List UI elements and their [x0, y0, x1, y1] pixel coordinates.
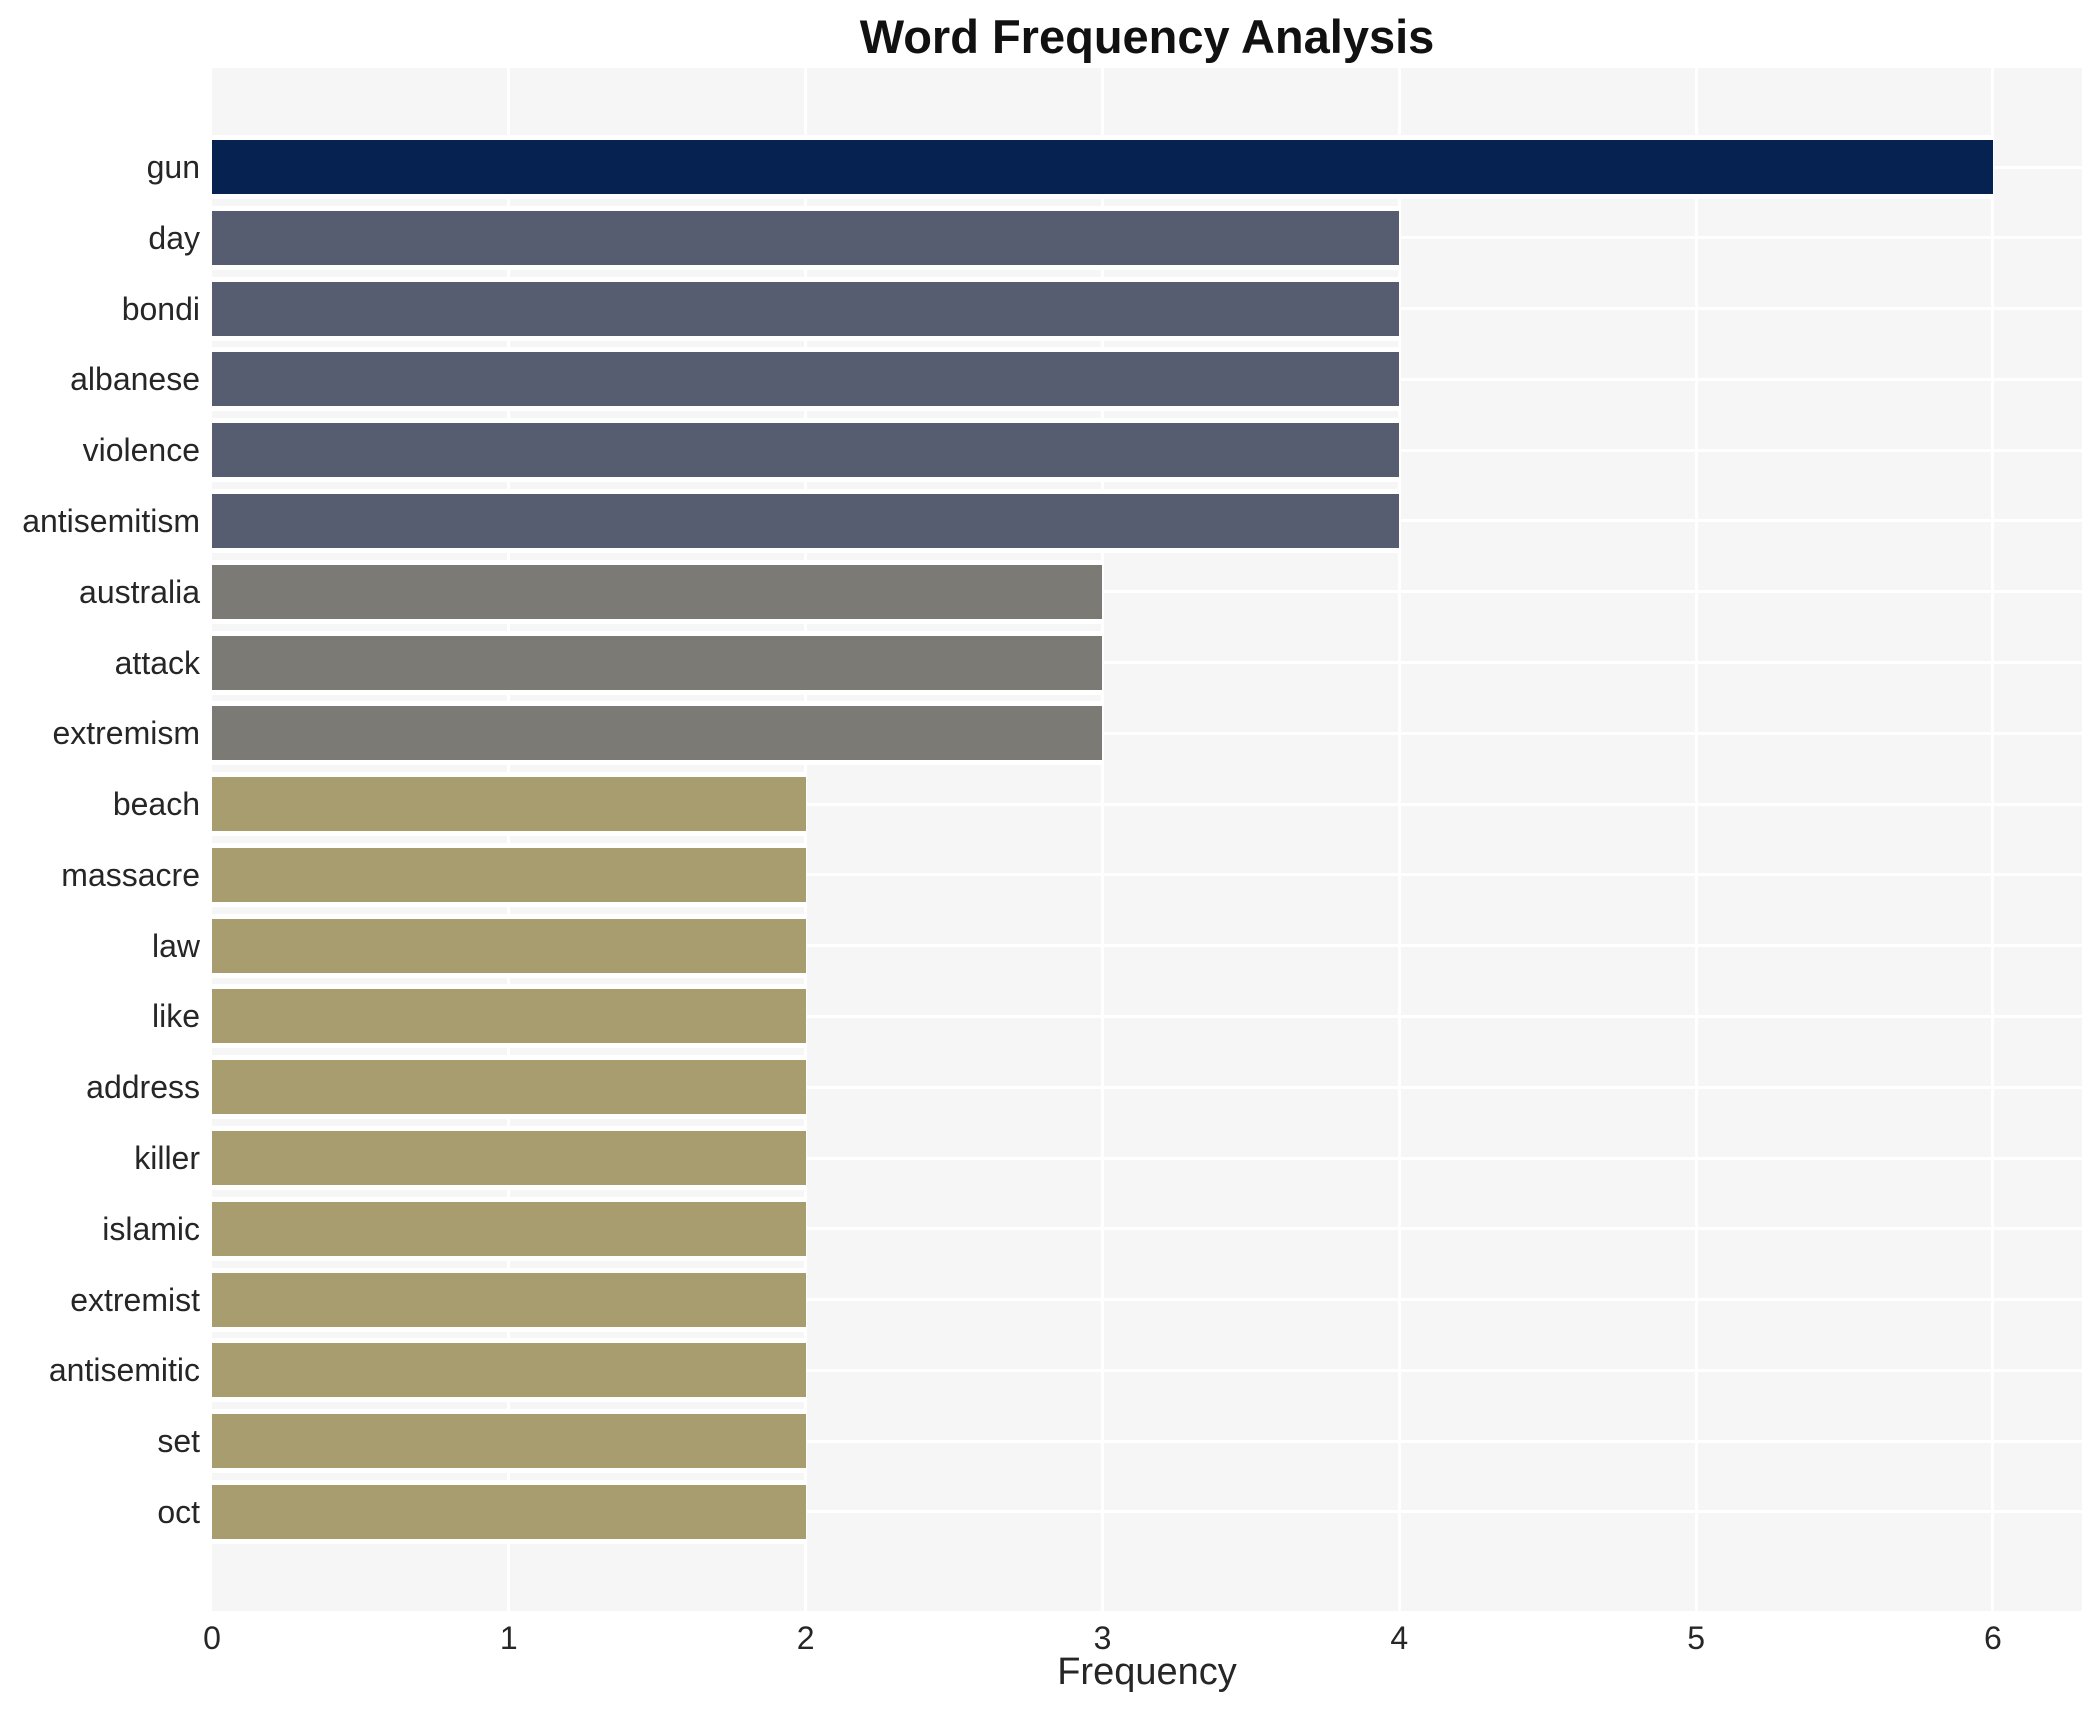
y-tick-label: antisemitic	[48, 1352, 200, 1389]
gridline-horizontal	[212, 1085, 2082, 1089]
x-tick-label: 3	[1093, 1620, 1112, 1656]
x-tick-label: 5	[1687, 1620, 1706, 1656]
y-tick-label: day	[148, 219, 200, 256]
bar-violence	[212, 418, 1400, 483]
y-tick-label: antisemitism	[22, 502, 200, 539]
y-tick-label: extremism	[52, 715, 200, 752]
bar-islamic	[212, 1196, 806, 1261]
y-tick-label: set	[157, 1423, 200, 1460]
y-tick-label: law	[151, 927, 200, 964]
bar-like	[212, 984, 806, 1049]
y-tick-label: address	[86, 1069, 200, 1106]
bar-address	[212, 1055, 806, 1120]
gridline-horizontal	[212, 1227, 2082, 1231]
bar-antisemitic	[212, 1338, 806, 1403]
gridline-horizontal	[212, 590, 2082, 594]
gridline-vertical	[1397, 68, 1401, 1611]
bar-albanese	[212, 347, 1400, 412]
gridline-horizontal	[212, 802, 2082, 806]
bar-australia	[212, 559, 1103, 624]
x-tick-label: 0	[203, 1620, 221, 1656]
x-axis-title: Frequency	[1057, 1651, 1237, 1693]
x-tick-label: 6	[1984, 1620, 2002, 1656]
x-tick-label: 2	[796, 1620, 815, 1656]
gridline-vertical	[1694, 68, 1698, 1611]
bar-massacre	[212, 842, 806, 907]
x-tick-label: 1	[499, 1620, 518, 1656]
gridline-horizontal	[212, 944, 2082, 948]
bar-set	[212, 1409, 806, 1474]
plot-area	[212, 68, 2082, 1611]
gridline-vertical	[1991, 68, 1995, 1611]
bar-killer	[212, 1126, 806, 1190]
bar-extremist	[212, 1267, 806, 1332]
bar-law	[212, 913, 806, 978]
chart-title: Word Frequency Analysis	[859, 10, 1435, 63]
bar-bondi	[212, 276, 1400, 341]
y-tick-label: killer	[134, 1140, 200, 1176]
gridline-horizontal	[212, 1510, 2082, 1514]
bar-oct	[212, 1479, 806, 1544]
gridline-vertical	[1100, 68, 1104, 1611]
y-tick-label: massacre	[61, 856, 200, 893]
bar-antisemitism	[212, 488, 1400, 553]
y-tick-label: australia	[79, 573, 200, 610]
y-tick-label: oct	[157, 1493, 200, 1530]
y-tick-label: violence	[82, 432, 200, 469]
y-tick-label: beach	[112, 786, 200, 823]
gridline-horizontal	[212, 873, 2082, 877]
bar-beach	[212, 772, 806, 837]
y-tick-label: extremist	[70, 1281, 200, 1318]
x-tick-label: 4	[1390, 1620, 1409, 1656]
gridline-horizontal	[212, 1439, 2082, 1443]
bar-extremism	[212, 701, 1103, 766]
y-tick-label: attack	[114, 644, 200, 681]
y-tick-label: islamic	[102, 1210, 200, 1247]
gridline-vertical	[804, 68, 808, 1611]
y-tick-label: like	[151, 998, 200, 1035]
bar-day	[212, 205, 1400, 270]
gridline-horizontal	[212, 1298, 2082, 1302]
bar-gun	[212, 135, 1993, 200]
gridline-vertical	[507, 68, 511, 1611]
bar-attack	[212, 630, 1103, 695]
gridline-horizontal	[212, 731, 2082, 735]
y-tick-label: bondi	[121, 290, 200, 327]
gridline-horizontal	[212, 1014, 2082, 1018]
y-tick-label: albanese	[70, 361, 200, 398]
gridline-horizontal	[212, 1156, 2082, 1160]
gridline-horizontal	[212, 661, 2082, 665]
y-tick-label: gun	[146, 149, 200, 186]
gridline-horizontal	[212, 1368, 2082, 1372]
